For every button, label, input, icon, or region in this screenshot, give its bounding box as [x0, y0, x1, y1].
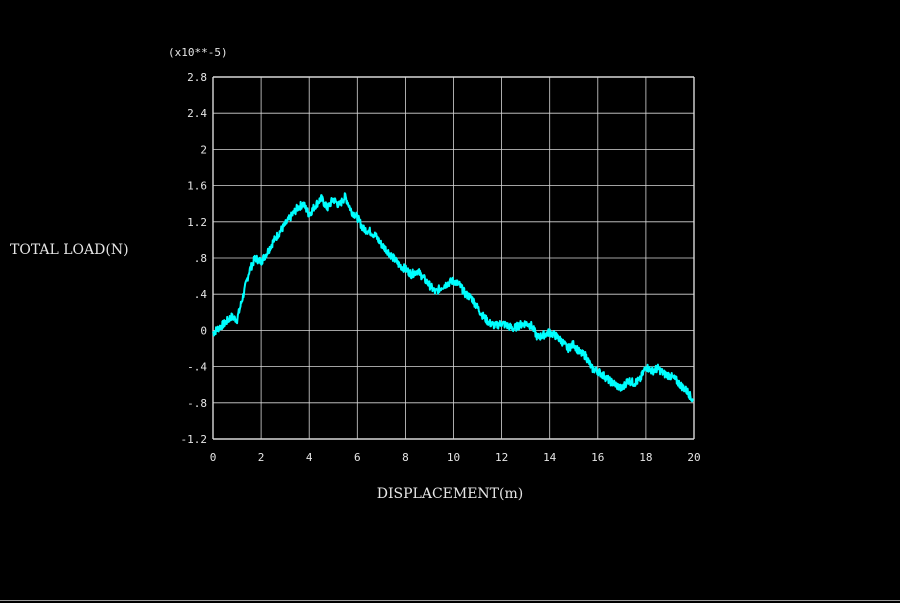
y-axis-title: TOTAL LOAD(N) — [10, 242, 129, 258]
x-tick-label: 6 — [354, 451, 361, 464]
y-tick-label: 1.6 — [187, 180, 207, 193]
tick-labels: 0 2 4 6 8 10 12 14 16 18 20 2.8 2.4 2 1.6 1.2 .8 .4 0 -.4 -.… — [181, 71, 701, 464]
x-tick-label: 8 — [402, 451, 409, 464]
x-axis-title: DISPLACEMENT(m) — [377, 486, 523, 502]
y-tick-label: 2.4 — [187, 107, 207, 120]
y-axis-multiplier: (x10**-5) — [168, 46, 228, 59]
x-tick-label: 0 — [210, 451, 217, 464]
x-tick-label: 2 — [258, 451, 265, 464]
x-tick-label: 10 — [447, 451, 460, 464]
y-tick-label: .8 — [194, 252, 207, 265]
x-tick-label: 16 — [591, 451, 604, 464]
series-layer — [212, 192, 694, 403]
x-tick-label: 4 — [306, 451, 313, 464]
y-tick-label: 1.2 — [187, 216, 207, 229]
y-tick-label: -.8 — [187, 397, 207, 410]
y-tick-label: 0 — [200, 324, 207, 337]
y-tick-label: 2 — [200, 143, 207, 156]
x-tick-label: 12 — [495, 451, 508, 464]
x-tick-label: 18 — [639, 451, 652, 464]
y-tick-label: 2.8 — [187, 71, 207, 84]
series-line — [212, 192, 694, 403]
x-tick-label: 14 — [543, 451, 557, 464]
grid-lines — [212, 76, 695, 440]
bottom-divider — [0, 600, 900, 601]
y-tick-label: .4 — [194, 288, 208, 301]
x-tick-label: 20 — [687, 451, 700, 464]
y-tick-label: -.4 — [187, 361, 207, 374]
y-tick-label: -1.2 — [181, 433, 208, 446]
